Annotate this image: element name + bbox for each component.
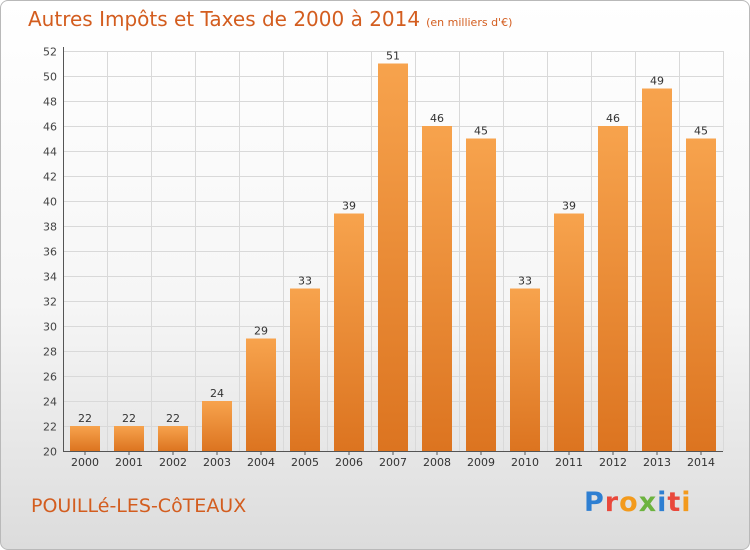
- y-tick-label: 48: [43, 96, 57, 109]
- bar: [422, 126, 452, 451]
- data-label: 24: [210, 387, 224, 400]
- data-label: 51: [386, 50, 400, 63]
- x-tick-label: 2014: [687, 456, 715, 469]
- data-label: 49: [650, 75, 664, 88]
- data-label: 46: [430, 112, 444, 125]
- y-tick-label: 26: [43, 371, 57, 384]
- y-tick-label: 42: [43, 171, 57, 184]
- data-label: 45: [694, 125, 708, 138]
- x-tick-label: 2007: [379, 456, 407, 469]
- proxiti-logo[interactable]: Proxiti: [584, 487, 692, 518]
- commune-name: POUILLé-LES-CôTEAUX: [31, 495, 247, 517]
- x-tick-label: 2011: [555, 456, 583, 469]
- logo-letter: x: [638, 487, 658, 518]
- x-tick-label: 2005: [291, 456, 319, 469]
- y-tick-label: 24: [43, 396, 57, 409]
- data-label: 45: [474, 125, 488, 138]
- x-tick-label: 2006: [335, 456, 363, 469]
- y-tick-label: 34: [43, 271, 57, 284]
- y-tick-label: 36: [43, 246, 57, 259]
- data-label: 22: [78, 412, 92, 425]
- y-tick-label: 50: [43, 71, 57, 84]
- x-tick-label: 2012: [599, 456, 627, 469]
- data-label: 46: [606, 112, 620, 125]
- y-tick-label: 32: [43, 296, 57, 309]
- logo-letter: P: [584, 487, 605, 518]
- y-tick-label: 28: [43, 346, 57, 359]
- y-tick-label: 22: [43, 421, 57, 434]
- bar: [554, 213, 584, 451]
- data-label: 39: [562, 200, 576, 213]
- x-tick-label: 2003: [203, 456, 231, 469]
- logo-letter: i: [657, 487, 668, 518]
- x-tick-label: 2009: [467, 456, 495, 469]
- y-tick-label: 40: [43, 196, 57, 209]
- bar: [202, 401, 232, 451]
- x-tick-label: 2002: [159, 456, 187, 469]
- bar: [598, 126, 628, 451]
- bar: [466, 138, 496, 451]
- bar: [290, 288, 320, 451]
- x-tick-label: 2010: [511, 456, 539, 469]
- chart-title: Autres Impôts et Taxes de 2000 à 2014 (en…: [28, 7, 512, 31]
- bar: [686, 138, 716, 451]
- bar: [378, 63, 408, 451]
- x-tick-label: 2004: [247, 456, 275, 469]
- data-label: 33: [298, 275, 312, 288]
- bar: [246, 338, 276, 451]
- y-tick-label: 38: [43, 221, 57, 234]
- data-label: 29: [254, 325, 268, 338]
- logo-letter: r: [604, 487, 620, 518]
- bar: [334, 213, 364, 451]
- data-label: 39: [342, 200, 356, 213]
- y-tick-label: 44: [43, 146, 57, 159]
- y-tick-label: 52: [43, 46, 57, 59]
- bar: [114, 426, 144, 451]
- y-tick-label: 46: [43, 121, 57, 134]
- x-tick-label: 2013: [643, 456, 671, 469]
- y-tick-label: 20: [43, 446, 57, 459]
- chart-subtitle: (en milliers d'€): [426, 16, 513, 29]
- x-tick-label: 2001: [115, 456, 143, 469]
- logo-letter: o: [619, 487, 639, 518]
- chart-title-text: Autres Impôts et Taxes de 2000 à 2014: [28, 7, 421, 31]
- x-tick-label: 2008: [423, 456, 451, 469]
- bar: [510, 288, 540, 451]
- bar: [70, 426, 100, 451]
- y-tick-label: 30: [43, 321, 57, 334]
- x-tick-label: 2000: [71, 456, 99, 469]
- data-label: 22: [122, 412, 136, 425]
- data-label: 33: [518, 275, 532, 288]
- bar: [642, 88, 672, 451]
- logo-letter: i: [681, 487, 692, 518]
- data-label: 22: [166, 412, 180, 425]
- bar: [158, 426, 188, 451]
- logo-letter: t: [667, 487, 682, 518]
